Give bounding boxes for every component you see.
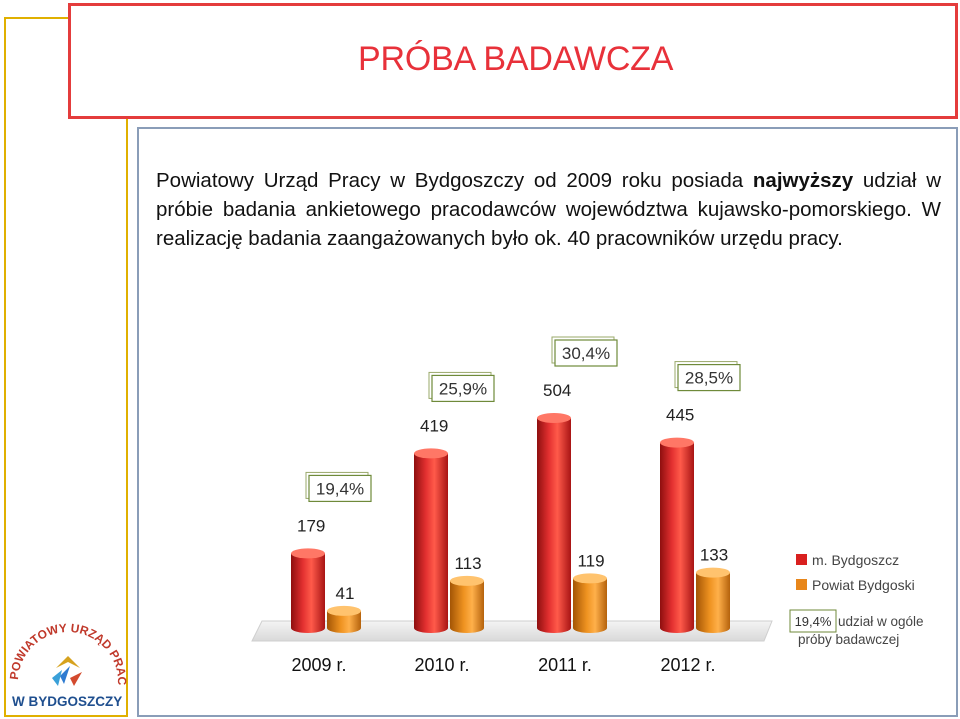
logo-city-text: W BYDGOSZCZY <box>12 694 122 709</box>
bar-powiat <box>696 567 730 633</box>
bar-powiat <box>327 605 361 633</box>
logo: POWIATOWY URZĄD PRACY W BYDGOSZCZY <box>8 612 128 716</box>
legend-note-box <box>789 609 837 633</box>
legend-label: m. Bydgoszcz <box>812 552 899 568</box>
paragraph-bold: najwyższy <box>752 169 854 192</box>
share-label: 19,4% <box>316 479 364 498</box>
bar-body <box>696 572 730 633</box>
legend-note-line-2: próby badawczej <box>798 632 899 647</box>
intro-paragraph: Powiatowy Urząd Pracy w Bydgoszczy od 20… <box>156 166 941 253</box>
share-box <box>308 474 372 503</box>
bar-bydgoszcz <box>291 548 325 633</box>
legend-swatch <box>796 554 807 565</box>
logo-graphic: POWIATOWY URZĄD PRACY W BYDGOSZCZY <box>8 612 128 709</box>
x-tick-label: 2010 r. <box>414 655 469 675</box>
logo-arc-text: POWIATOWY URZĄD PRACY <box>8 612 128 686</box>
share-label: 28,5% <box>685 369 733 388</box>
bar-powiat <box>450 575 484 633</box>
x-tick-label: 2009 r. <box>291 655 346 675</box>
bar-bydgoszcz <box>537 413 571 633</box>
bar-top <box>537 413 571 423</box>
data-label-powiat: 113 <box>454 554 481 573</box>
share-box <box>677 363 741 392</box>
share-label: 25,9% <box>439 379 487 398</box>
bar-body <box>660 442 694 633</box>
bar-body <box>573 578 607 633</box>
bar-body <box>414 453 448 633</box>
page-title: PRÓBA BADAWCZA <box>358 40 674 78</box>
bar-top <box>327 605 361 616</box>
legend-note-line-1: udział w ogóle <box>838 614 924 629</box>
share-box <box>554 339 618 367</box>
bar-body <box>327 610 361 633</box>
data-label-powiat: 133 <box>700 546 728 565</box>
bar-body <box>450 580 484 633</box>
bar-body <box>291 553 325 633</box>
bar-top <box>696 567 730 578</box>
share-box <box>431 374 495 403</box>
paragraph-part-2: udział w próbie badania ankietowego prac… <box>156 169 941 250</box>
bar-bydgoszcz <box>660 437 694 633</box>
legend-label: Powiat Bydgoski <box>812 577 915 593</box>
bar-top <box>573 573 607 584</box>
data-label-bydgoszcz: 445 <box>666 406 694 425</box>
bar-bydgoszcz <box>414 448 448 633</box>
bar-top <box>450 575 484 586</box>
bar-body <box>537 418 571 633</box>
logo-emblem-icon <box>56 656 80 668</box>
data-label-bydgoszcz: 179 <box>297 516 325 535</box>
x-tick-label: 2011 r. <box>538 655 592 675</box>
title-box <box>68 3 958 119</box>
data-label-powiat: 119 <box>577 551 604 570</box>
legend-note-text: udział w ogóle próby badawczej <box>798 614 924 647</box>
decorative-yellow-frame <box>4 17 128 717</box>
data-label-powiat: 41 <box>336 584 355 603</box>
legend-swatch <box>796 579 807 590</box>
bar-top <box>291 548 325 559</box>
data-label-bydgoszcz: 419 <box>420 416 448 435</box>
share-label: 30,4% <box>562 344 610 363</box>
paragraph-part-1: Powiatowy Urząd Pracy w Bydgoszczy od 20… <box>156 169 753 192</box>
x-tick-label: 2012 r. <box>660 655 715 675</box>
data-label-bydgoszcz: 504 <box>543 381 571 400</box>
bar-top <box>660 437 694 448</box>
bar-top <box>414 448 448 459</box>
bar-powiat <box>573 573 607 633</box>
legend-note-value: 19,4% <box>795 614 832 629</box>
